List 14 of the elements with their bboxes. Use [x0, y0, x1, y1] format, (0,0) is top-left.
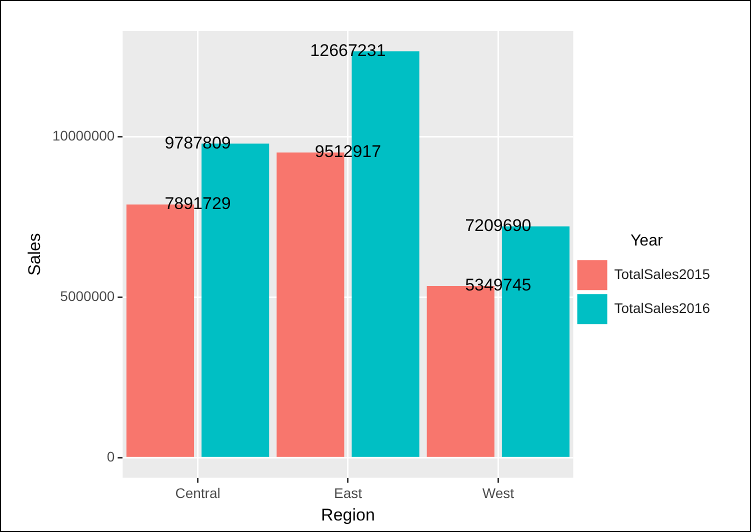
- legend-title: Year: [630, 232, 664, 250]
- y-tick-label: 10000000: [52, 128, 115, 144]
- data-label: 7209690: [465, 216, 532, 236]
- x-tick-label: West: [482, 485, 514, 502]
- data-label: 12667231: [310, 40, 386, 60]
- x-tick-label: East: [334, 485, 362, 502]
- legend-label: TotalSales2016: [614, 300, 710, 316]
- data-label: 9787809: [164, 133, 231, 152]
- y-tick-label: 0: [106, 448, 115, 464]
- y-axis-title: Sales: [24, 233, 44, 276]
- legend-label: TotalSales2015: [614, 266, 710, 282]
- x-axis-title: Region: [321, 505, 375, 524]
- y-tick-label: 5000000: [60, 288, 115, 304]
- x-tick-label: Central: [175, 485, 220, 502]
